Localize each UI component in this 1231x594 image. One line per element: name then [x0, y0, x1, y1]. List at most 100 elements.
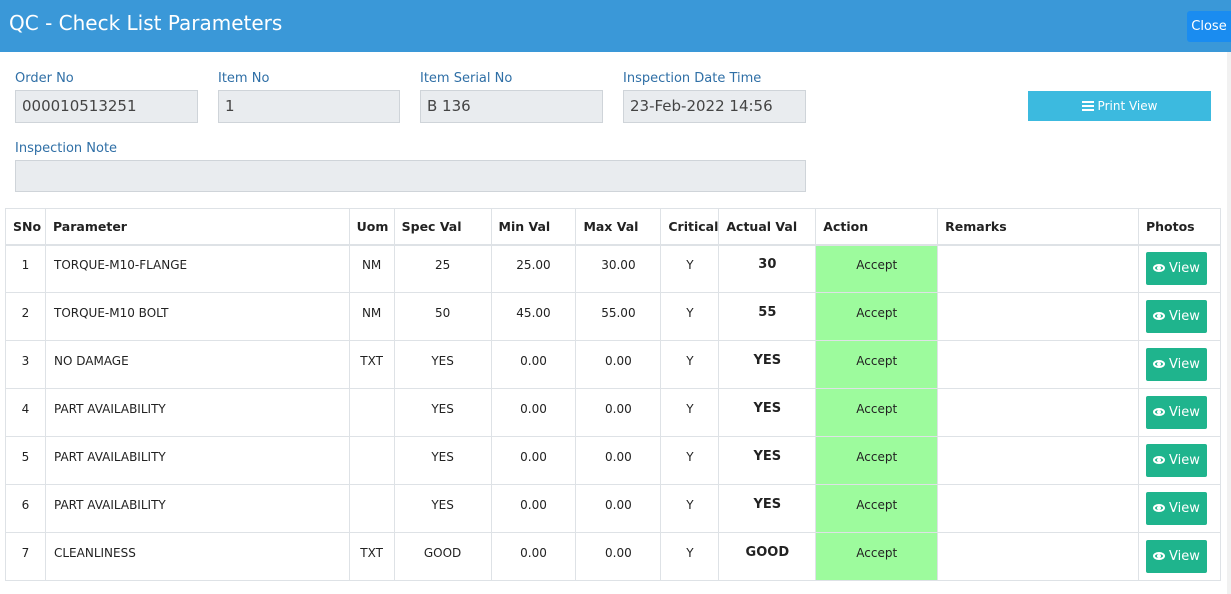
cell-max-val: 0.00 [575, 484, 662, 533]
col-header-critical: Critical [660, 208, 720, 246]
view-photos-button[interactable]: View [1145, 396, 1207, 429]
modal-title: QC - Check List Parameters [9, 11, 283, 35]
cell-parameter-text: TORQUE-M10 BOLT [53, 305, 169, 320]
cell-parameter: PART AVAILABILITY [44, 484, 350, 533]
cell-uom-text: NM [361, 257, 382, 272]
col-header-uom: Uom [348, 208, 395, 246]
cell-uom [348, 436, 395, 485]
cell-max-val-text: 0.00 [605, 449, 632, 464]
view-photos-button[interactable]: View [1145, 348, 1207, 381]
col-header-sno: SNo [5, 208, 46, 246]
cell-uom: TXT [348, 532, 395, 581]
cell-remarks[interactable] [937, 340, 1139, 389]
order-no-field[interactable]: 000010513251 [15, 90, 198, 123]
cell-sno-text: 1 [21, 257, 30, 272]
cell-critical: Y [660, 340, 720, 389]
cell-remarks[interactable] [937, 244, 1139, 293]
cell-critical-text: Y [686, 257, 694, 272]
cell-min-val-text: 0.00 [520, 401, 547, 416]
cell-action-text: Accept [856, 545, 898, 560]
cell-min-val: 45.00 [490, 292, 577, 341]
inspection-note-field[interactable] [15, 160, 806, 192]
cell-actual-val: YES [718, 340, 817, 389]
cell-critical-text: Y [686, 497, 694, 512]
cell-action[interactable]: Accept [815, 340, 939, 389]
cell-parameter: NO DAMAGE [44, 340, 350, 389]
item-serial-label: Item Serial No [420, 71, 513, 86]
cell-critical: Y [660, 436, 720, 485]
cell-uom-text: TXT [360, 545, 383, 560]
table-row: 5 PART AVAILABILITY YES 0.00 0.00 Y YES Accept V… [5, 436, 1222, 485]
cell-max-val-text: 30.00 [601, 257, 636, 272]
item-no-field[interactable]: 1 [218, 90, 400, 123]
cell-sno: 2 [5, 292, 46, 341]
cell-remarks[interactable] [937, 484, 1139, 533]
view-photos-button[interactable]: View [1145, 540, 1207, 573]
cell-sno: 6 [5, 484, 46, 533]
cell-action[interactable]: Accept [815, 388, 939, 437]
inspection-datetime-field[interactable]: 23-Feb-2022 14:56 [623, 90, 806, 123]
table-row: 1 TORQUE-M10-FLANGE NM 25 25.00 30.00 Y 30 Accep… [5, 244, 1222, 293]
table-header-row: SNo Parameter Uom Spec Val Min Val Max V… [5, 208, 1222, 246]
table-row: 4 PART AVAILABILITY YES 0.00 0.00 Y YES Accept V… [5, 388, 1222, 437]
cell-sno: 7 [5, 532, 46, 581]
cell-spec-val-text: YES [431, 497, 454, 512]
print-view-button[interactable]: Print View [1028, 91, 1211, 121]
cell-parameter-text: CLEANLINESS [53, 545, 136, 560]
cell-action[interactable]: Accept [815, 484, 939, 533]
cell-spec-val: YES [393, 484, 492, 533]
cell-spec-val: YES [393, 436, 492, 485]
cell-uom: NM [348, 292, 395, 341]
order-no-label: Order No [15, 71, 74, 86]
cell-critical-text: Y [686, 401, 694, 416]
cell-action[interactable]: Accept [815, 292, 939, 341]
cell-actual-val-text: GOOD [745, 545, 790, 560]
table-row: 6 PART AVAILABILITY YES 0.00 0.00 Y YES Accept V… [5, 484, 1222, 533]
cell-uom: TXT [348, 340, 395, 389]
cell-spec-val-text: YES [431, 401, 454, 416]
view-button-label: View [1169, 261, 1200, 277]
cell-parameter-text: PART AVAILABILITY [53, 497, 166, 512]
cell-remarks[interactable] [937, 292, 1139, 341]
cell-spec-val: YES [393, 340, 492, 389]
cell-spec-val-text: 25 [434, 257, 451, 272]
cell-parameter-text: NO DAMAGE [53, 353, 129, 368]
table-row: 3 NO DAMAGE TXT YES 0.00 0.00 Y YES Accept View [5, 340, 1222, 389]
cell-parameter: TORQUE-M10 BOLT [44, 292, 350, 341]
cell-photos: View [1137, 292, 1222, 341]
cell-action[interactable]: Accept [815, 436, 939, 485]
item-serial-field[interactable]: B 136 [420, 90, 603, 123]
cell-action[interactable]: Accept [815, 244, 939, 293]
cell-spec-val: YES [393, 388, 492, 437]
view-button-label: View [1169, 357, 1200, 372]
cell-actual-val-text: YES [753, 353, 782, 368]
close-button[interactable]: Close [1187, 11, 1231, 42]
cell-min-val-text: 25.00 [516, 257, 551, 272]
view-button-label: View [1169, 501, 1200, 516]
cell-parameter: CLEANLINESS [44, 532, 350, 581]
cell-uom-text: TXT [360, 353, 383, 368]
view-photos-button[interactable]: View [1145, 300, 1207, 333]
cell-actual-val: GOOD [718, 532, 817, 581]
item-no-label: Item No [218, 71, 270, 86]
view-photos-button[interactable]: View [1145, 252, 1207, 286]
cell-sno: 4 [5, 388, 46, 437]
cell-remarks[interactable] [937, 388, 1139, 437]
cell-uom [348, 388, 395, 437]
cell-min-val: 0.00 [490, 532, 577, 581]
cell-min-val-text: 0.00 [520, 353, 547, 368]
cell-actual-val-text: YES [753, 449, 782, 464]
cell-remarks[interactable] [937, 532, 1139, 581]
eye-icon [1153, 552, 1166, 560]
view-photos-button[interactable]: View [1145, 444, 1207, 477]
cell-remarks[interactable] [937, 436, 1139, 485]
cell-action[interactable]: Accept [815, 532, 939, 581]
view-photos-button[interactable]: View [1145, 492, 1207, 525]
cell-max-val: 0.00 [575, 436, 662, 485]
cell-min-val: 0.00 [490, 436, 577, 485]
scrollbar[interactable] [1227, 52, 1231, 594]
col-header-remarks: Remarks [937, 208, 1139, 246]
cell-action-text: Accept [856, 305, 898, 320]
cell-spec-val-text: YES [431, 353, 454, 368]
cell-actual-val-text: 55 [758, 305, 777, 320]
